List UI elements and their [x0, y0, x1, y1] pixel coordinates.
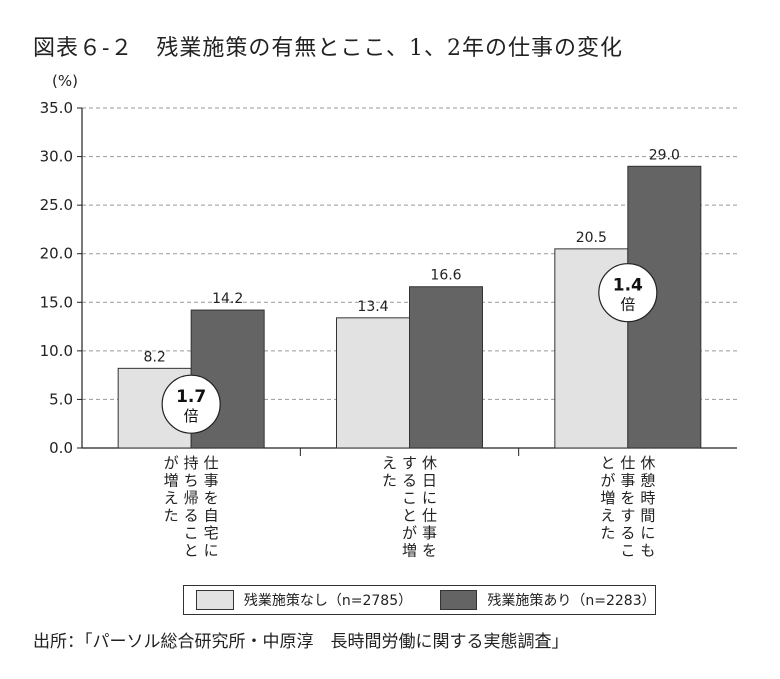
y-tick-label: 15.0 [40, 293, 73, 311]
category-label: することが増 [402, 454, 417, 560]
y-tick-label: 25.0 [40, 196, 73, 214]
ratio-number: 1.4 [613, 276, 643, 296]
ratio-unit: 倍 [620, 296, 635, 314]
data-label: 8.2 [144, 349, 166, 365]
legend: 残業施策なし（n=2785） 残業施策あり（n=2283） [183, 585, 656, 615]
category-label: 仕事を自宅に [204, 454, 219, 560]
data-label: 13.4 [357, 299, 388, 315]
y-tick-label: 20.0 [40, 245, 73, 263]
y-tick-label: 35.0 [40, 99, 73, 117]
legend-item-series-2: 残業施策あり（n=2283） [439, 590, 656, 610]
y-tick-label: 10.0 [40, 342, 73, 360]
category-label: 仕事をするこ [620, 454, 635, 560]
y-tick-label: 30.0 [40, 148, 73, 166]
ratio-unit: 倍 [184, 407, 199, 425]
ratio-number: 1.7 [176, 387, 206, 407]
legend-item-series-1: 残業施策なし（n=2785） [196, 590, 412, 610]
category-label: えた [382, 454, 397, 490]
data-label: 16.6 [430, 268, 461, 284]
legend-swatch-series-1 [196, 590, 234, 610]
legend-label-series-1: 残業施策なし（n=2785） [243, 593, 413, 609]
category-label: 休憩時間にも [640, 454, 655, 560]
source-note: 出所：「パーソル総合研究所・中原淳 長時間労働に関する実態調査」 [33, 632, 569, 652]
bar-chart: 0.0 5.0 10.0 15.0 20.0 25.0 30.0 35.0 8.2 14.2 仕事を… [40, 99, 737, 560]
chart-title: 図表６-２ 残業施策の有無とここ、1、2年の仕事の変化 [33, 36, 623, 61]
category-label: 持ち帰ること [184, 454, 199, 560]
bar [336, 317, 410, 449]
category-label: とが増えた [600, 454, 615, 542]
legend-label-series-2: 残業施策あり（n=2283） [487, 593, 656, 609]
bar [409, 286, 483, 449]
data-label: 14.2 [212, 291, 243, 307]
ratio-bubble [598, 263, 658, 323]
data-label: 29.0 [649, 147, 680, 163]
legend-swatch-series-2 [439, 590, 478, 610]
y-tick-label: 5.0 [49, 390, 73, 408]
data-label: 20.5 [576, 230, 607, 246]
ratio-bubble [161, 374, 221, 434]
category-label: が増えた [164, 454, 179, 525]
y-tick-label: 0.0 [49, 439, 73, 457]
category-label: 休日に仕事を [422, 454, 437, 560]
y-axis-unit: (%) [52, 72, 78, 90]
